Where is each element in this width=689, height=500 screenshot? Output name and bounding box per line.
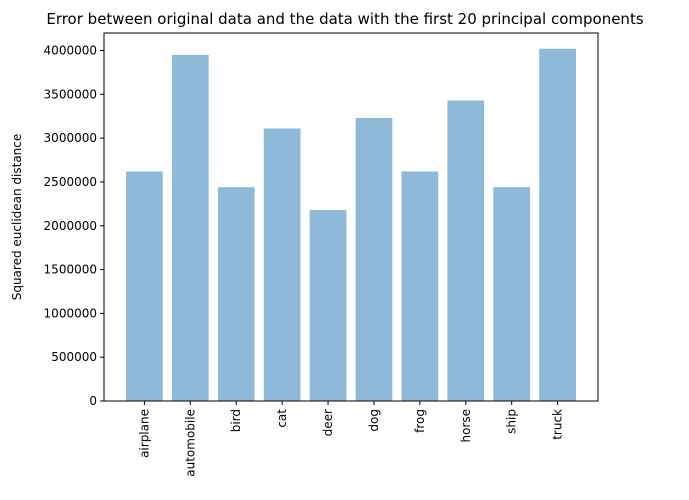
bar-ship [493,187,531,401]
bar-dog [355,117,393,402]
y-tick-label: 500000 [51,350,97,364]
y-tick-label: 3500000 [44,87,97,101]
bar-bird [217,187,255,401]
bar-cat [263,128,301,401]
bar-horse [447,100,485,401]
y-tick-label: 3000000 [44,131,97,145]
x-tick-label-bird: bird [229,409,243,432]
bars [126,48,576,402]
x-tick-label-dog: dog [367,409,381,432]
y-tick-label: 2500000 [44,175,97,189]
bar-frog [401,171,439,401]
bar-airplane [126,171,163,401]
y-tick-label: 4000000 [44,44,97,58]
x-tick-label-truck: truck [551,409,565,440]
y-tick-label: 1000000 [44,306,97,320]
x-axis: airplane automobile bird cat deer dog frog hors… [137,401,565,477]
x-tick-label-cat: cat [275,409,289,428]
chart-title: Error between original data and the data… [46,10,643,28]
y-axis: 0 500000 1000000 1500000 2000000 2500000 30000… [44,44,104,408]
plot-area-frame [103,32,599,402]
x-tick-label-airplane: airplane [137,409,151,458]
y-tick-label: 0 [89,394,97,408]
bar-truck [539,48,576,402]
bar-deer [309,209,347,401]
x-tick-label-horse: horse [459,409,473,443]
y-tick-label: 2000000 [44,219,97,233]
x-tick-label-deer: deer [321,409,335,436]
x-tick-label-automobile: automobile [183,409,197,477]
bar-automobile [171,54,209,402]
y-tick-label: 1500000 [44,263,97,277]
x-tick-label-ship: ship [505,409,519,434]
x-tick-label-frog: frog [413,409,427,433]
y-axis-label: Squared euclidean distance [10,134,24,301]
